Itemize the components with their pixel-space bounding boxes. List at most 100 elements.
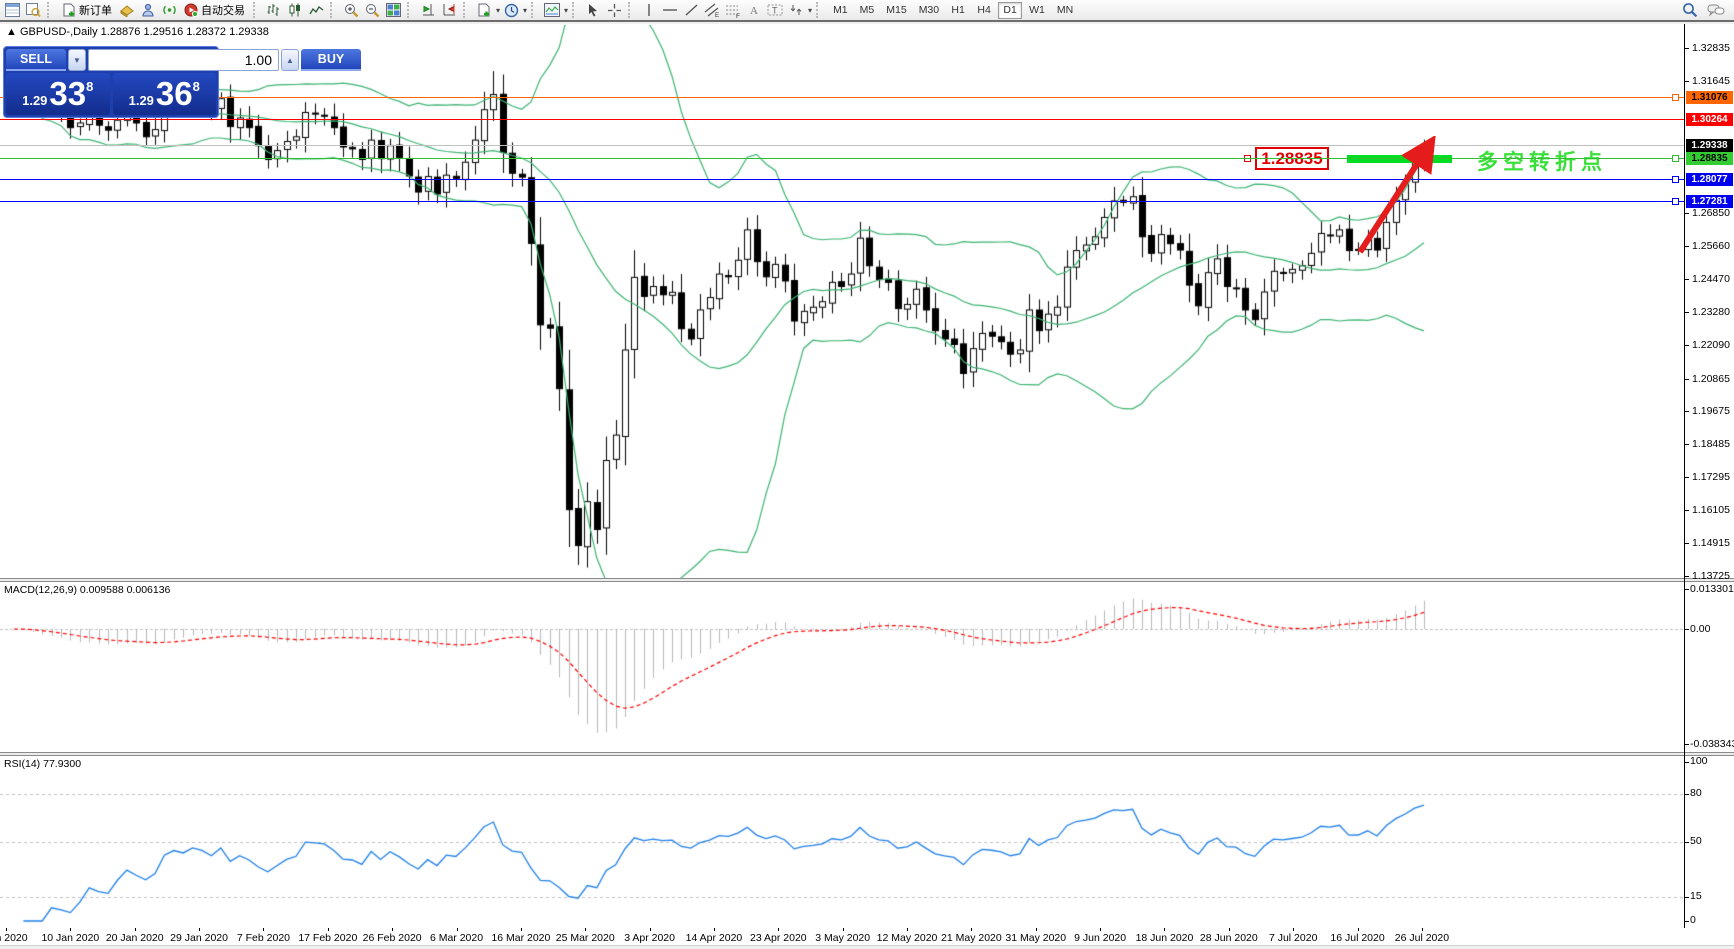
horizontal-level-line[interactable] <box>0 119 1684 120</box>
macd-canvas[interactable] <box>0 582 1684 753</box>
timeframe-m5[interactable]: M5 <box>855 2 880 19</box>
date-tick-mark <box>6 928 7 931</box>
new-chart-dropdown[interactable]: ▾ <box>496 5 501 15</box>
date-tick-label: 17 Feb 2020 <box>298 932 358 944</box>
trend-arrow[interactable] <box>1350 136 1445 261</box>
rsi-axis-label: 80 <box>1690 786 1702 799</box>
symbol-period-label: GBPUSD-,Daily <box>19 26 98 38</box>
price-tick-mark <box>1684 510 1689 511</box>
date-tick-mark <box>1358 928 1359 931</box>
auto-scroll-icon[interactable] <box>439 1 459 19</box>
period-dropdown[interactable]: ▾ <box>523 5 528 15</box>
rsi-tick-mark <box>1684 794 1689 795</box>
template-dropdown[interactable]: ▾ <box>564 5 569 15</box>
rsi-canvas[interactable] <box>0 756 1684 928</box>
new-order-label: 新订单 <box>79 5 112 17</box>
macd-axis-label: 0.00 <box>1690 623 1711 635</box>
horizontal-level-line[interactable] <box>0 158 1684 159</box>
tile-windows-icon[interactable] <box>383 1 403 19</box>
arrows-tool-icon[interactable] <box>786 1 806 19</box>
price-tick-mark <box>1684 279 1689 280</box>
date-axis[interactable]: Jan 2020 10 Jan 2020 20 Jan 2020 29 Jan 202… <box>0 928 1684 945</box>
horizontal-level-line[interactable] <box>0 97 1684 98</box>
vertical-line-icon[interactable] <box>639 1 659 19</box>
price-tick-mark <box>1684 444 1689 445</box>
trendline-icon[interactable] <box>681 1 701 19</box>
chat-icon[interactable] <box>1706 1 1726 19</box>
price-axis-line <box>1684 24 1685 928</box>
bid-pipette: 8 <box>86 79 94 94</box>
chart-area: ▲ GBPUSD-,Daily 1.28876 1.29516 1.28372 … <box>0 24 1734 949</box>
fibonacci-icon[interactable]: F <box>723 1 743 19</box>
text-icon[interactable]: A <box>744 1 764 19</box>
timeframe-h1[interactable]: H1 <box>946 2 970 19</box>
horizontal-level-line[interactable] <box>0 179 1684 180</box>
chart-template-icon[interactable] <box>542 1 562 19</box>
ask-big-digits: 36 <box>155 75 193 112</box>
line-handle[interactable] <box>1672 176 1679 183</box>
timeframe-w1[interactable]: W1 <box>1024 2 1050 19</box>
chart-shift-icon[interactable] <box>418 1 438 19</box>
new-order-button[interactable]: 新订单 <box>58 1 116 19</box>
date-tick-label: 10 Jan 2020 <box>41 932 100 944</box>
horizontal-level-line[interactable] <box>0 201 1684 202</box>
date-tick-label: 3 Apr 2020 <box>624 932 675 944</box>
line-handle[interactable] <box>1672 155 1679 162</box>
text-label-icon[interactable]: T <box>765 1 785 19</box>
rsi-axis-label: 0 <box>1690 914 1696 926</box>
date-tick-mark <box>521 928 522 931</box>
price-tick-label: 1.24470 <box>1692 273 1730 286</box>
market-watch-icon[interactable] <box>2 1 22 19</box>
volume-increase-button[interactable]: ▲ <box>281 49 299 71</box>
rsi-tick-mark <box>1684 897 1689 898</box>
zoom-out-icon[interactable] <box>362 1 382 19</box>
line-handle[interactable] <box>1672 198 1679 205</box>
bar-chart-icon[interactable] <box>264 1 284 19</box>
timeframe-h4[interactable]: H4 <box>972 2 996 19</box>
candlestick-chart-icon[interactable] <box>285 1 305 19</box>
pane-separator[interactable] <box>0 752 1734 756</box>
horizontal-line-icon[interactable] <box>660 1 680 19</box>
new-chart-icon[interactable] <box>474 1 494 19</box>
timeframe-m1[interactable]: M1 <box>828 2 853 19</box>
period-clock-icon[interactable] <box>501 1 521 19</box>
volume-input[interactable] <box>88 49 279 71</box>
sell-button[interactable]: SELL <box>6 49 66 71</box>
zoom-in-icon[interactable] <box>341 1 361 19</box>
equidistant-channel-icon[interactable]: E <box>702 1 722 19</box>
signal-icon[interactable] <box>159 1 179 19</box>
volume-decrease-button[interactable]: ▼ <box>68 49 86 71</box>
support-zone-bar[interactable] <box>1347 155 1452 163</box>
toolbar-grip <box>531 2 538 18</box>
line-chart-icon[interactable] <box>306 1 326 19</box>
date-tick-mark <box>1422 928 1423 931</box>
timeframe-mn[interactable]: MN <box>1052 2 1078 19</box>
toolbar-grip <box>816 2 823 18</box>
price-tick-mark <box>1684 543 1689 544</box>
navigator-icon[interactable] <box>23 1 43 19</box>
collapse-marker[interactable]: ▲ <box>6 26 17 38</box>
timeframe-m15[interactable]: M15 <box>881 2 911 19</box>
package-icon[interactable] <box>117 1 137 19</box>
line-handle[interactable] <box>1672 94 1679 101</box>
expert-advisor-icon[interactable] <box>138 1 158 19</box>
buy-button[interactable]: BUY <box>301 49 361 71</box>
price-tick-label: 1.16105 <box>1692 504 1730 517</box>
date-tick-label: 9 Jun 2020 <box>1074 932 1127 944</box>
ohlc-values: 1.28876 1.29516 1.28372 1.29338 <box>100 26 269 38</box>
pane-separator[interactable] <box>0 578 1734 582</box>
cursor-icon[interactable] <box>583 1 603 19</box>
search-icon[interactable] <box>1680 1 1700 19</box>
timeframe-m30[interactable]: M30 <box>914 2 944 19</box>
autotrading-button[interactable]: 自动交易 <box>180 1 249 19</box>
ask-price-display[interactable]: 1.29 36 8 <box>112 73 216 115</box>
annotation-note[interactable]: 多空转折点 <box>1477 151 1607 174</box>
toolbar-grip <box>572 2 579 18</box>
arrows-dropdown[interactable]: ▾ <box>808 5 813 15</box>
crosshair-icon[interactable] <box>604 1 624 19</box>
date-tick-mark <box>1036 928 1037 931</box>
main-chart-canvas[interactable] <box>0 25 1684 578</box>
timeframe-d1[interactable]: D1 <box>998 1 1023 19</box>
bid-price-display[interactable]: 1.29 33 8 <box>6 73 110 115</box>
macd-tick-mark <box>1684 744 1689 745</box>
